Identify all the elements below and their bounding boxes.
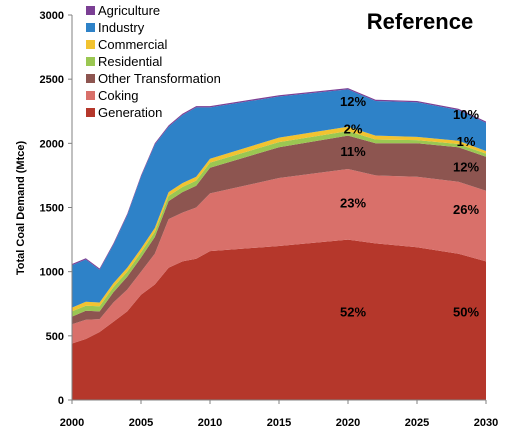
legend-swatch-residential	[86, 57, 95, 66]
x-tick-label: 2020	[336, 417, 360, 429]
legend-swatch-agriculture	[86, 6, 95, 15]
legend-swatch-commercial	[86, 40, 95, 49]
share-annotation: 2%	[344, 122, 363, 137]
legend-label-commercial: Commercial	[98, 37, 167, 52]
share-annotation: 1%	[457, 134, 476, 149]
chart-title: Reference	[367, 9, 473, 34]
share-annotation: 50%	[453, 305, 479, 320]
share-annotation: 52%	[340, 305, 366, 320]
y-axis-label: Total Coal Demand (Mtce)	[15, 141, 27, 276]
share-annotation: 26%	[453, 202, 479, 217]
share-annotation: 23%	[340, 196, 366, 211]
area-coking	[72, 169, 486, 344]
y-tick-label: 500	[46, 331, 64, 343]
legend-label-coking: Coking	[98, 88, 138, 103]
legend-swatch-industry	[86, 23, 95, 32]
legend: Agriculture Industry Commercial Residential…	[86, 3, 221, 120]
legend-label-agriculture: Agriculture	[98, 3, 160, 18]
legend-swatch-generation	[86, 108, 95, 117]
x-tick-label: 2030	[474, 417, 498, 429]
legend-swatch-coking	[86, 91, 95, 100]
legend-label-generation: Generation	[98, 105, 162, 120]
area-industry	[72, 89, 486, 308]
y-tick-label: 1000	[40, 267, 64, 279]
stacked-areas	[72, 88, 486, 400]
share-annotations: 12% 2% 11% 23% 52% 10% 1% 12% 26% 50%	[340, 94, 479, 319]
x-tick-label: 2025	[405, 417, 429, 429]
x-tick-labels: 2000 2005 2010 2015 2020 2025 2030	[60, 400, 498, 429]
legend-swatch-other-transformation	[86, 74, 95, 83]
y-tick-label: 2000	[40, 138, 64, 150]
y-tick-label: 2500	[40, 74, 64, 86]
x-tick-label: 2010	[198, 417, 222, 429]
y-tick-label: 0	[58, 395, 64, 407]
area-generation	[72, 239, 486, 400]
share-annotation: 12%	[340, 94, 366, 109]
legend-label-other-transformation: Other Transformation	[98, 71, 221, 86]
y-tick-labels: 0 500 1000 1500 2000 2500 3000	[40, 10, 72, 407]
y-tick-label: 1500	[40, 203, 64, 215]
x-tick-label: 2000	[60, 417, 84, 429]
x-tick-label: 2005	[129, 417, 153, 429]
share-annotation: 10%	[453, 107, 479, 122]
area-agriculture	[72, 88, 486, 270]
share-annotation: 11%	[340, 144, 366, 159]
legend-label-residential: Residential	[98, 54, 162, 69]
x-tick-label: 2015	[267, 417, 291, 429]
area-other-transformation	[72, 135, 486, 325]
share-annotation: 12%	[453, 160, 479, 175]
y-tick-label: 3000	[40, 10, 64, 22]
legend-label-industry: Industry	[98, 20, 145, 35]
